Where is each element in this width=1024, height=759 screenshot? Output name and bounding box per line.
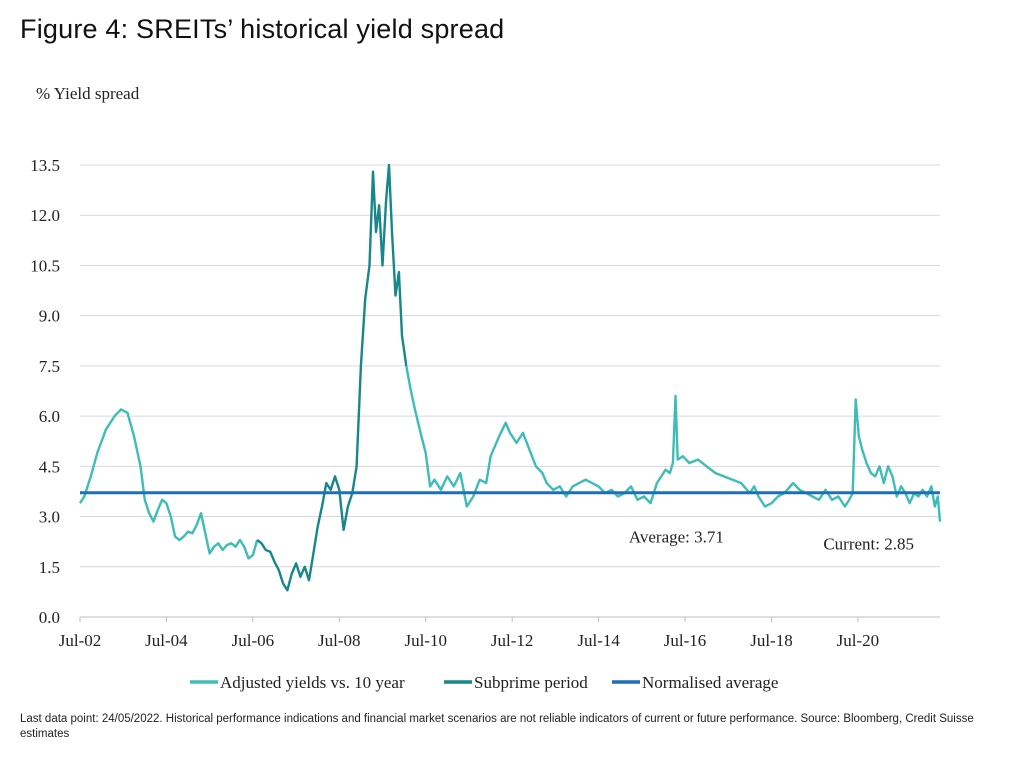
y-tick-label: 9.0 [39, 307, 60, 326]
y-tick-label: 6.0 [39, 407, 60, 426]
x-tick-label: Jul-14 [577, 631, 620, 650]
x-tick-label: Jul-04 [145, 631, 188, 650]
yield-spread-chart: % Yield spread 0.0 1.5 3.0 4.5 6.0 7.5 9.0 10.5… [30, 84, 942, 692]
x-tick-label: Jul-02 [59, 631, 102, 650]
series-line [256, 163, 408, 592]
legend-label: Subprime period [474, 673, 588, 692]
y-tick-label: 1.5 [39, 558, 60, 577]
y-tick-label: 7.5 [39, 357, 60, 376]
x-tick-label: Jul-16 [664, 631, 707, 650]
annotations: Average: 3.71 Current: 2.85 [629, 528, 914, 554]
y-tick-label: 10.5 [30, 256, 60, 275]
x-tick-label: Jul-08 [318, 631, 361, 650]
legend-label: Normalised average [642, 673, 778, 692]
y-tick-labels: 0.0 1.5 3.0 4.5 6.0 7.5 9.0 10.5 12.0 13.5 [30, 156, 60, 627]
x-tick-label: Jul-20 [837, 631, 880, 650]
y-tick-label: 12.0 [30, 206, 60, 225]
y-tick-label: 4.5 [39, 457, 60, 476]
x-tick-label: Jul-10 [404, 631, 447, 650]
legend-label: Adjusted yields vs. 10 year [220, 673, 405, 692]
series-line [78, 408, 259, 560]
annotation-label: Average: 3.71 [629, 528, 724, 547]
x-tick-labels: Jul-02 Jul-04 Jul-06 Jul-08 Jul-10 Jul-12 Jul-… [59, 617, 879, 650]
gridlines [80, 164, 940, 618]
y-tick-label: 0.0 [39, 608, 60, 627]
series-lines [78, 163, 942, 592]
y-tick-label: 13.5 [30, 156, 60, 175]
y-tick-label: 3.0 [39, 508, 60, 527]
x-tick-label: Jul-18 [750, 631, 793, 650]
annotation-label: Current: 2.85 [823, 534, 914, 553]
y-axis-label: % Yield spread [36, 84, 140, 103]
footnote: Last data point: 24/05/2022. Historical … [20, 713, 974, 740]
x-tick-label: Jul-12 [491, 631, 534, 650]
chart-title: Figure 4: SREITs’ historical yield sprea… [20, 14, 505, 44]
legend: Adjusted yields vs. 10 year Subprime peri… [190, 673, 778, 692]
x-tick-label: Jul-06 [232, 631, 275, 650]
series-line [405, 365, 942, 522]
